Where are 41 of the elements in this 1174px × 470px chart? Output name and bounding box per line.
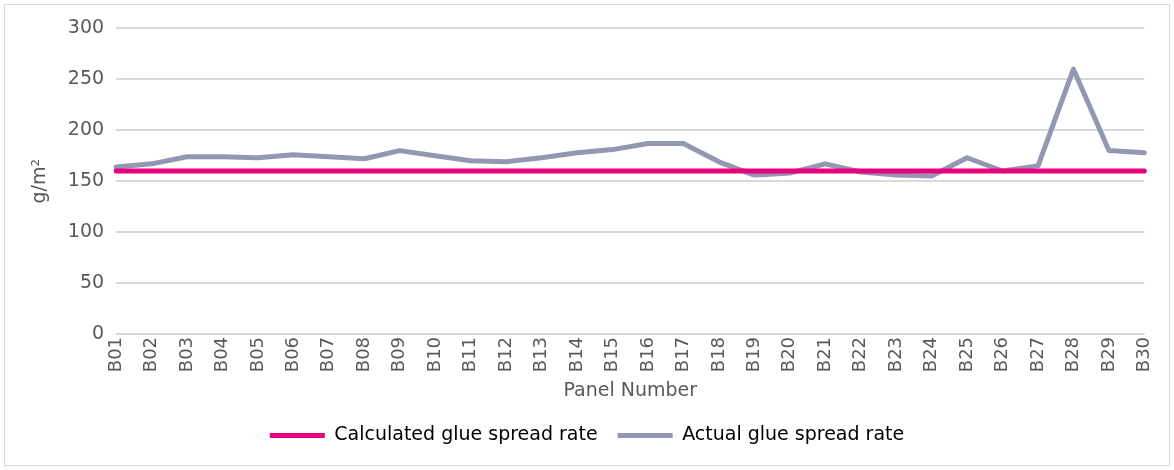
x-tick-label: B03 xyxy=(174,336,196,373)
x-tick-label: B02 xyxy=(139,336,161,373)
x-tick-label: B17 xyxy=(671,336,693,373)
y-tick-label: 200 xyxy=(67,117,105,140)
x-tick-label: B07 xyxy=(316,336,338,373)
x-tick-label: B19 xyxy=(742,336,764,373)
x-tick-label: B15 xyxy=(600,336,622,373)
x-tick-label: B30 xyxy=(1132,336,1154,373)
x-tick-label: B01 xyxy=(103,336,125,373)
x-axis-title: Panel Number xyxy=(563,377,698,400)
x-tick-label: B12 xyxy=(493,336,515,373)
x-tick-label: B16 xyxy=(635,336,657,373)
x-tick-label: B09 xyxy=(387,336,409,373)
x-tick-label: B11 xyxy=(458,336,480,373)
x-tick-label: B22 xyxy=(848,336,870,373)
x-tick-label: B20 xyxy=(777,336,799,373)
x-tick-label: B21 xyxy=(812,336,834,373)
y-axis-title: g/m² xyxy=(27,158,50,204)
y-tick-label: 100 xyxy=(67,219,105,242)
y-tick-label: 50 xyxy=(79,269,105,292)
x-tick-label: B23 xyxy=(883,336,905,373)
legend-label: Calculated glue spread rate xyxy=(334,422,598,445)
x-tick-label: B04 xyxy=(210,336,232,373)
x-tick-label: B25 xyxy=(954,336,976,373)
x-tick-label: B13 xyxy=(529,336,551,373)
x-tick-label: B26 xyxy=(990,336,1012,373)
y-tick-label: 0 xyxy=(91,320,105,343)
y-tick-label: 150 xyxy=(67,168,105,191)
legend-label: Actual glue spread rate xyxy=(682,422,905,445)
y-tick-label: 250 xyxy=(67,66,105,89)
x-tick-label: B28 xyxy=(1061,336,1083,373)
x-tick-label: B27 xyxy=(1025,336,1047,373)
y-tick-label: 300 xyxy=(67,15,105,38)
x-tick-label: B08 xyxy=(351,336,373,373)
x-tick-label: B24 xyxy=(919,336,941,373)
x-tick-label: B05 xyxy=(245,336,267,373)
x-tick-label: B29 xyxy=(1096,336,1118,373)
x-tick-label: B10 xyxy=(422,336,444,373)
x-tick-label: B18 xyxy=(706,336,728,373)
x-tick-label: B06 xyxy=(281,336,303,373)
x-tick-label: B14 xyxy=(564,336,586,373)
